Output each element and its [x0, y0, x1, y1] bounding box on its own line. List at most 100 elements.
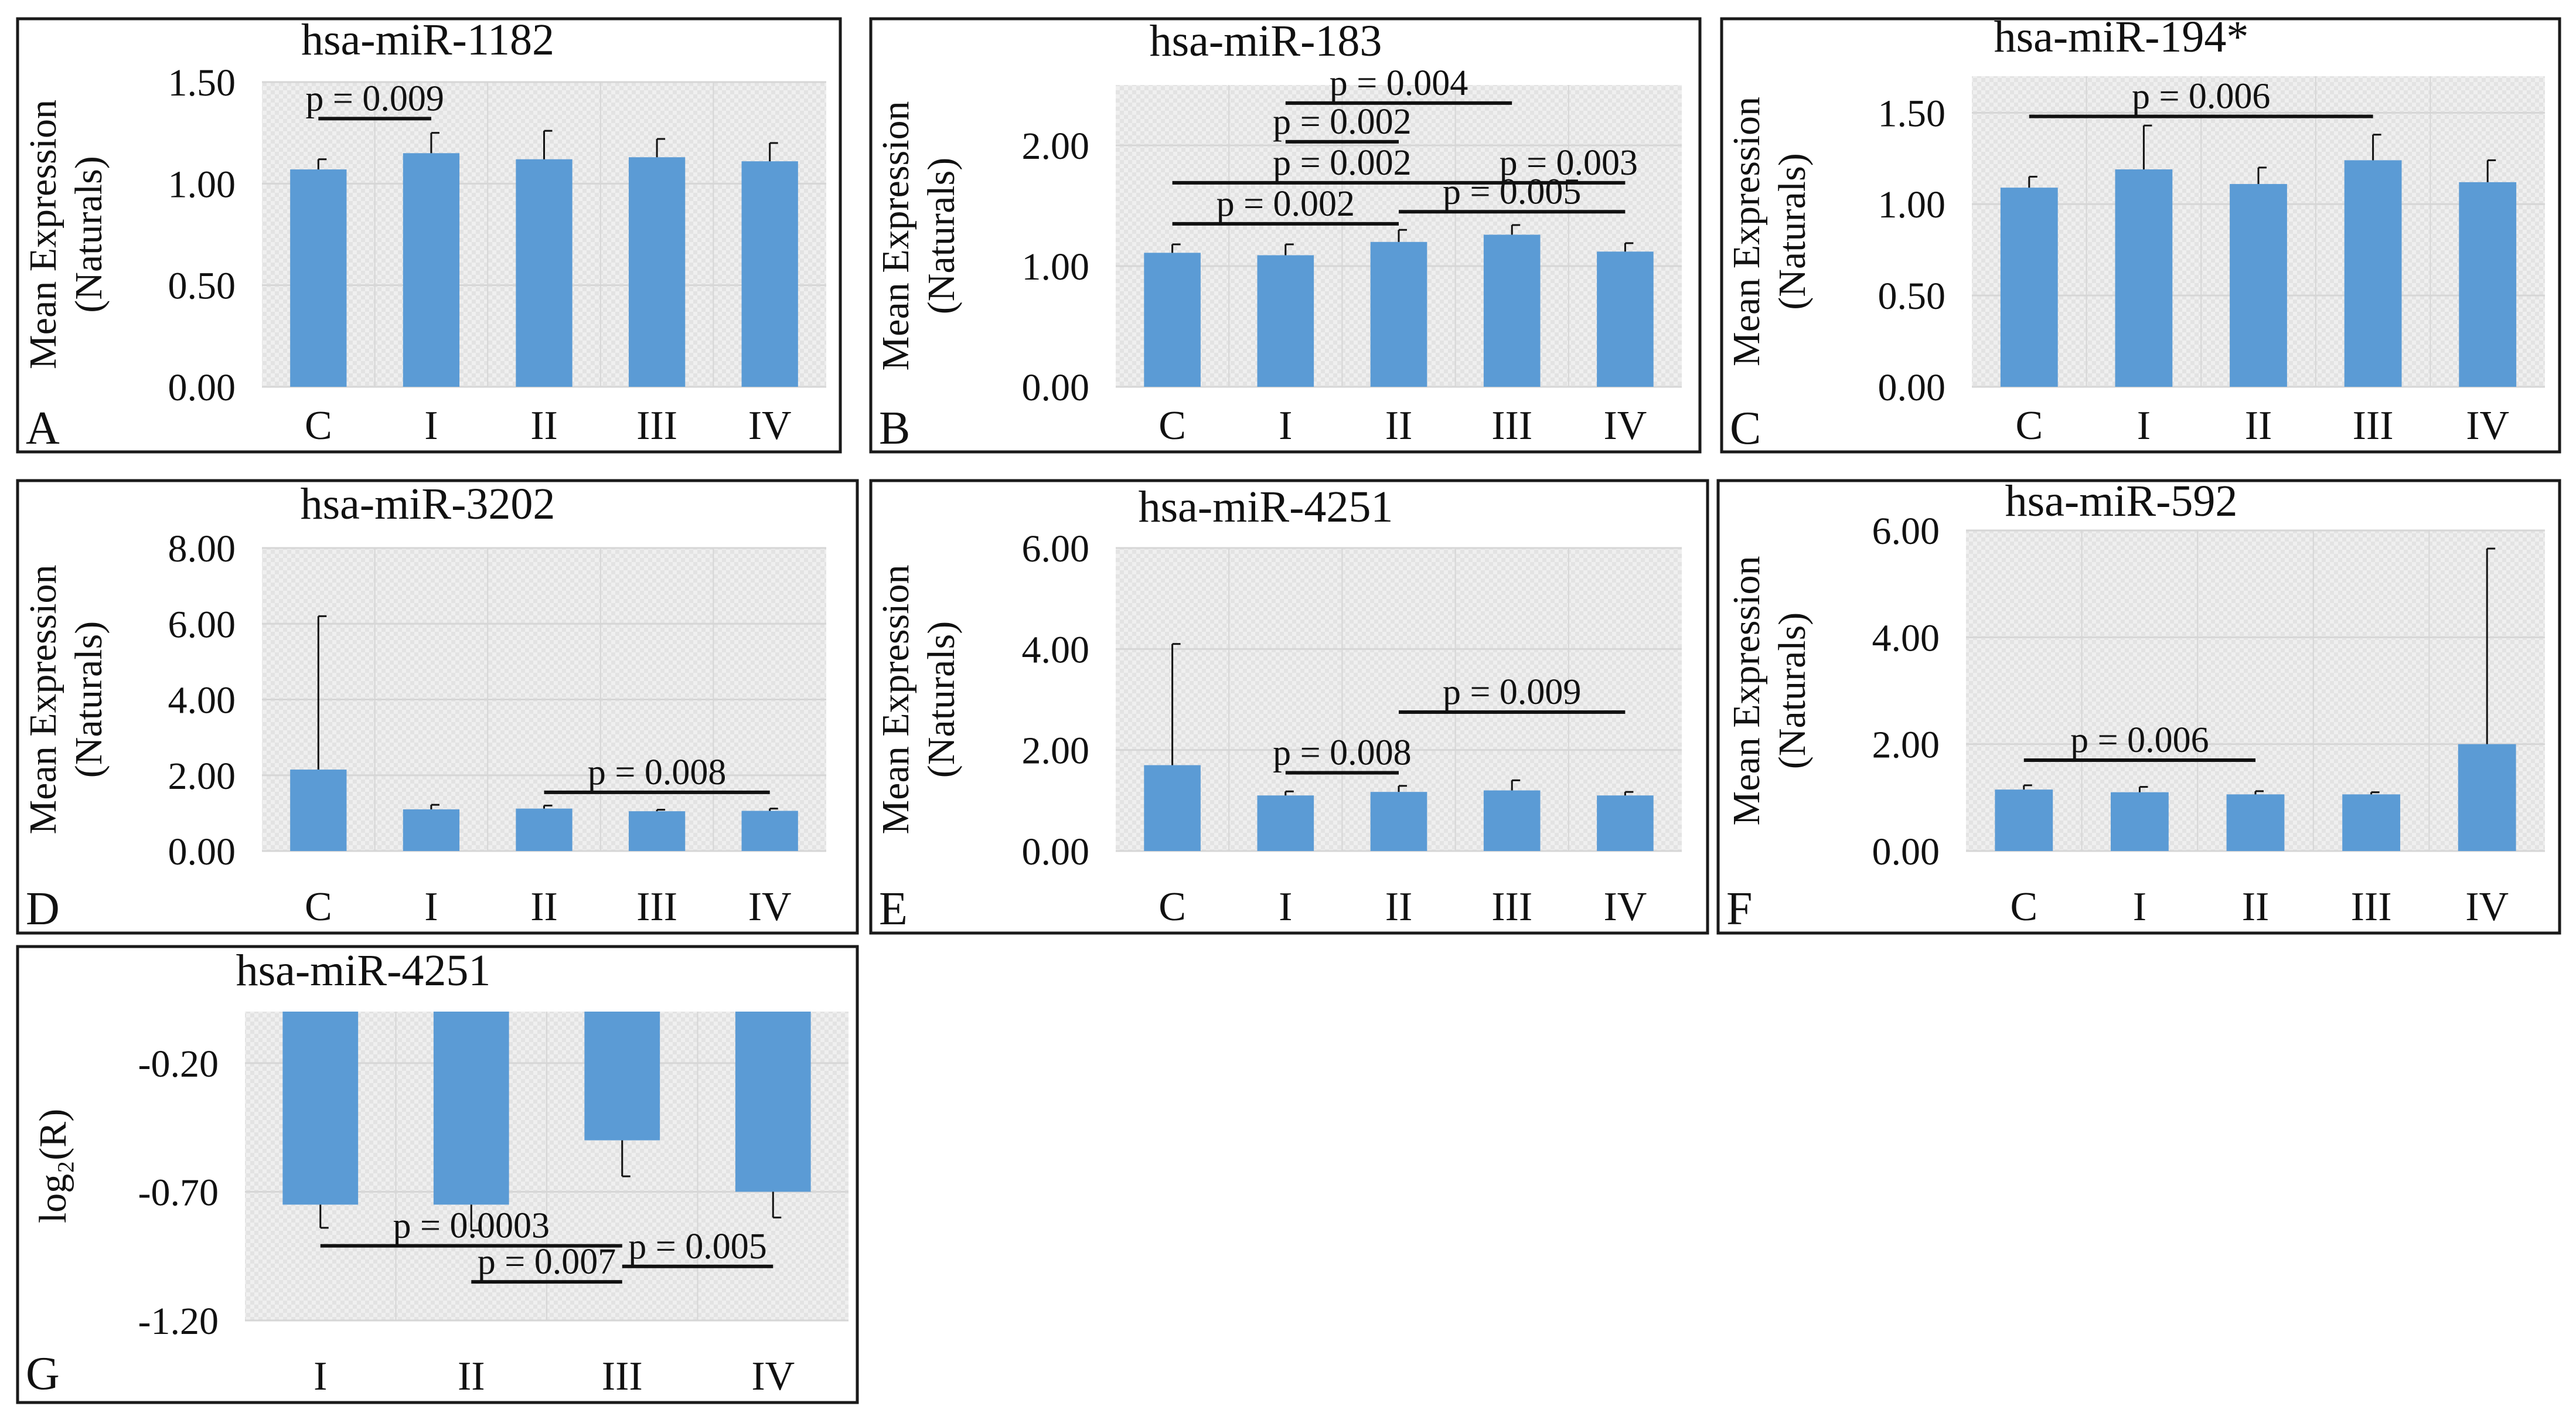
x-tick-label: I: [2137, 403, 2151, 448]
y-axis-label: Mean Expression: [22, 564, 64, 834]
x-tick-label: IV: [2465, 884, 2509, 930]
y-tick-label: 1.00: [1878, 183, 1946, 226]
bar: [290, 770, 347, 851]
x-tick-label: II: [2242, 884, 2270, 930]
bar: [2458, 744, 2516, 851]
p-value-label: p = 0.008: [1273, 733, 1411, 772]
x-tick-label: IV: [748, 884, 792, 930]
p-value-label: p = 0.009: [1443, 672, 1581, 712]
bar: [1257, 255, 1314, 387]
bar: [1483, 790, 1541, 851]
y-axis-label: Mean Expression: [874, 564, 917, 834]
y-tick-label: 4.00: [1872, 617, 1940, 659]
x-tick-label: IV: [751, 1354, 795, 1399]
bar: [2115, 169, 2173, 387]
bar: [1597, 251, 1654, 387]
y-axis-label: (Naturals): [1771, 612, 1814, 770]
y-tick-label: 0.00: [1872, 830, 1940, 873]
x-tick-label: C: [2010, 884, 2037, 930]
panel-title: hsa-miR-183: [1150, 16, 1382, 66]
x-tick-label: I: [2133, 884, 2146, 930]
x-tick-label: I: [424, 403, 438, 448]
y-axis-label: Mean Expression: [1725, 97, 1768, 366]
x-tick-label: I: [1279, 884, 1292, 930]
bar: [2111, 792, 2169, 851]
bar: [2459, 182, 2517, 387]
panel-title: hsa-miR-592: [2005, 476, 2238, 526]
bar: [290, 169, 347, 387]
y-tick-label: 1.00: [1022, 246, 1090, 288]
x-tick-label: IV: [2466, 403, 2509, 448]
p-value-label: p = 0.002: [1273, 143, 1411, 183]
bar: [628, 811, 686, 851]
y-axis-label: Mean Expression: [22, 100, 64, 369]
bar: [1370, 792, 1427, 851]
x-tick-label: III: [636, 403, 677, 448]
bar: [516, 159, 573, 387]
y-tick-label: 0.00: [1022, 366, 1090, 409]
panel-letter: E: [879, 883, 908, 935]
y-axis-label: Mean Expression: [874, 101, 917, 370]
panel-letter: G: [26, 1348, 60, 1400]
panel-title: hsa-miR-3202: [301, 479, 556, 529]
y-tick-label: 2.00: [1872, 724, 1940, 767]
x-tick-label: IV: [1603, 884, 1647, 930]
bar: [1597, 795, 1654, 851]
x-tick-label: C: [305, 884, 332, 930]
p-value-label: p = 0.006: [2070, 720, 2209, 760]
y-tick-label: 0.00: [168, 830, 236, 873]
y-tick-label: 4.00: [1022, 628, 1090, 671]
bar: [516, 808, 573, 851]
panel-letter: F: [1726, 883, 1753, 935]
panel-c: 0.000.501.001.50C I II III IVp = 0.006hsa-mi…: [1720, 12, 2561, 454]
bar: [1144, 253, 1201, 387]
p-value-label: p = 0.007: [478, 1242, 616, 1282]
bar: [1370, 241, 1427, 387]
panel-title: hsa-miR-194*: [1994, 12, 2249, 62]
y-axis-label: (Naturals): [1771, 153, 1814, 310]
x-tick-label: I: [424, 884, 438, 930]
panel-letter: B: [879, 403, 910, 454]
y-tick-label: -1.20: [138, 1300, 219, 1343]
panel-d: 0.002.004.006.008.00C I II III IVp = 0.008hs…: [16, 479, 859, 935]
y-tick-label: 6.00: [1022, 527, 1090, 570]
p-value-label: p = 0.006: [2132, 77, 2270, 117]
x-tick-label: II: [458, 1354, 485, 1399]
bar: [741, 811, 798, 851]
y-tick-label: 2.00: [168, 755, 236, 798]
panel-a: 0.000.501.001.50C I II III IVp = 0.009hsa-mi…: [16, 15, 842, 454]
bar: [282, 1012, 359, 1205]
bar: [1483, 234, 1541, 387]
x-tick-label: IV: [1603, 403, 1647, 448]
bar: [2226, 794, 2285, 851]
y-axis-label: (Naturals): [920, 158, 963, 315]
y-tick-label: 1.00: [168, 163, 236, 206]
bar: [2342, 794, 2400, 851]
p-value-label: p = 0.003: [1500, 143, 1638, 183]
y-axis-label: Mean Expression: [1725, 556, 1768, 825]
bar: [628, 157, 686, 387]
bar: [2344, 160, 2402, 387]
x-tick-label: III: [1491, 884, 1532, 930]
bar: [2000, 188, 2058, 387]
bar: [1144, 765, 1201, 851]
p-value-label: p = 0.002: [1273, 102, 1411, 142]
bar: [741, 161, 798, 387]
x-tick-label: C: [2015, 403, 2043, 448]
x-tick-label: III: [2353, 403, 2394, 448]
bar: [403, 153, 460, 387]
x-tick-label: II: [1385, 884, 1413, 930]
bar: [403, 809, 460, 851]
x-tick-label: II: [2245, 403, 2272, 448]
y-tick-label: 0.00: [1022, 830, 1090, 873]
y-tick-label: 2.00: [1022, 125, 1090, 168]
x-tick-label: C: [1158, 403, 1186, 448]
x-tick-label: I: [314, 1354, 327, 1399]
bar: [584, 1012, 660, 1141]
panel-f: 0.002.004.006.00C I II III IVp = 0.006hsa-mi…: [1716, 476, 2561, 935]
x-tick-label: II: [1385, 403, 1413, 448]
panel-title: hsa-miR-1182: [301, 15, 554, 64]
